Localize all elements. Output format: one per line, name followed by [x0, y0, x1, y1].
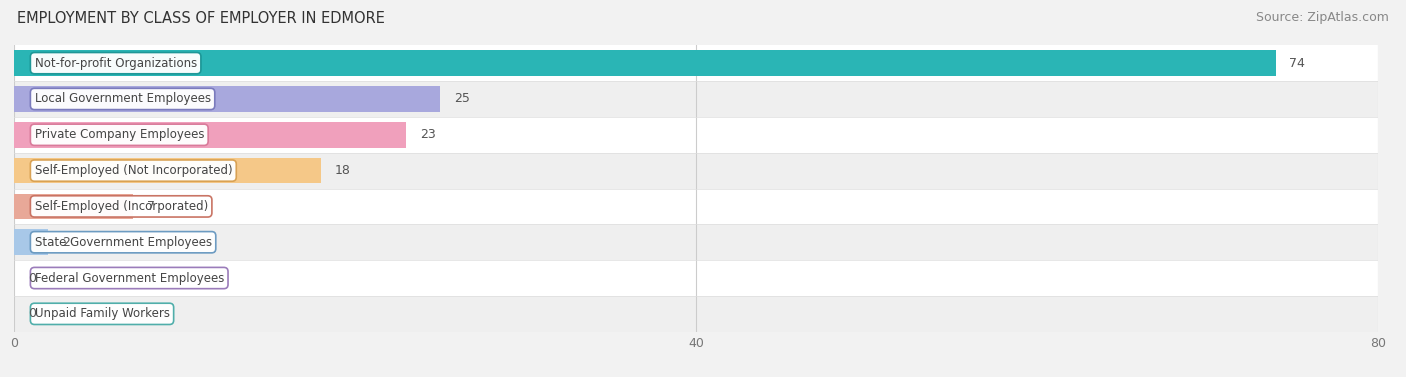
Bar: [14, 45, 1378, 81]
Text: Source: ZipAtlas.com: Source: ZipAtlas.com: [1256, 11, 1389, 24]
Text: 74: 74: [1289, 57, 1305, 70]
Bar: [14, 117, 1378, 153]
Text: Local Government Employees: Local Government Employees: [35, 92, 211, 106]
Text: 7: 7: [148, 200, 155, 213]
Text: Federal Government Employees: Federal Government Employees: [35, 271, 224, 285]
Text: Not-for-profit Organizations: Not-for-profit Organizations: [35, 57, 197, 70]
Bar: [14, 296, 1378, 332]
Text: 18: 18: [335, 164, 350, 177]
Text: Self-Employed (Incorporated): Self-Employed (Incorporated): [35, 200, 208, 213]
Text: EMPLOYMENT BY CLASS OF EMPLOYER IN EDMORE: EMPLOYMENT BY CLASS OF EMPLOYER IN EDMOR…: [17, 11, 385, 26]
Text: 0: 0: [28, 307, 35, 320]
Text: Private Company Employees: Private Company Employees: [35, 128, 204, 141]
Text: State Government Employees: State Government Employees: [35, 236, 212, 249]
Bar: [14, 193, 134, 219]
Bar: [14, 86, 440, 112]
Bar: [14, 158, 321, 184]
Bar: [14, 229, 48, 255]
Text: 25: 25: [454, 92, 470, 106]
Bar: [14, 224, 1378, 260]
Text: 23: 23: [420, 128, 436, 141]
Text: 0: 0: [28, 271, 35, 285]
Text: Self-Employed (Not Incorporated): Self-Employed (Not Incorporated): [35, 164, 232, 177]
Bar: [14, 50, 1275, 76]
Bar: [14, 122, 406, 148]
Bar: [14, 188, 1378, 224]
Text: Unpaid Family Workers: Unpaid Family Workers: [35, 307, 170, 320]
Bar: [14, 81, 1378, 117]
Text: 2: 2: [62, 236, 70, 249]
Bar: [14, 260, 1378, 296]
Bar: [14, 153, 1378, 188]
